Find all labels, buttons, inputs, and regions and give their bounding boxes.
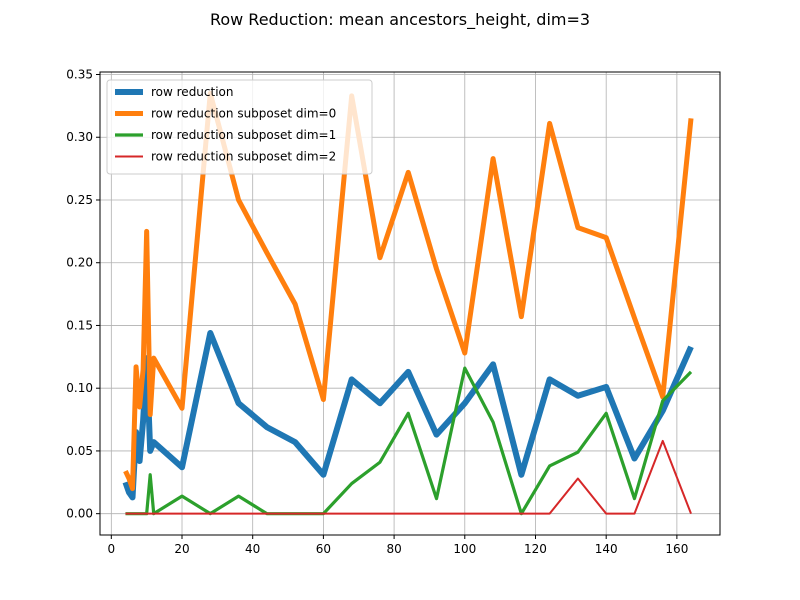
x-tick-label: 160: [665, 542, 688, 556]
legend-label: row reduction subposet dim=0: [151, 107, 336, 121]
x-tick-label: 100: [453, 542, 476, 556]
y-tick-label: 0.25: [66, 193, 93, 207]
y-tick-label: 0.30: [66, 130, 93, 144]
x-tick-label: 0: [107, 542, 115, 556]
y-tick-label: 0.00: [66, 507, 93, 521]
y-tick-label: 0.10: [66, 381, 93, 395]
series-line-2: [123, 90, 694, 492]
x-tick-label: 140: [595, 542, 618, 556]
x-tick-label: 120: [524, 542, 547, 556]
y-tick-label: 0.20: [66, 256, 93, 270]
legend-label: row reduction: [151, 85, 234, 99]
legend-box: [106, 79, 373, 175]
legend-label: row reduction subposet dim=1: [151, 128, 336, 142]
y-tick-label: 0.35: [66, 68, 93, 82]
chart-title: Row Reduction: mean ancestors_height, di…: [210, 10, 590, 30]
x-tick-label: 20: [174, 542, 189, 556]
legend-label: row reduction subposet dim=2: [151, 150, 336, 164]
legend: row reduction row reduction subposet dim=…: [106, 79, 373, 175]
x-tick-label: 40: [245, 542, 260, 556]
y-tick-label: 0.15: [66, 318, 93, 332]
plot-frame: [99, 71, 721, 536]
series-line-1: [122, 329, 694, 501]
x-tick-label: 80: [386, 542, 401, 556]
series-layer: [122, 90, 694, 516]
y-tick-label: 0.05: [66, 444, 93, 458]
series-line-3: [125, 366, 693, 516]
x-tick-label: 60: [316, 542, 331, 556]
axes-layer: 0 20 40 60 80 100 120 140 160 0.00 0.05 0.10 0.15 0.2…: [66, 68, 688, 556]
series-line-4: [125, 439, 692, 515]
